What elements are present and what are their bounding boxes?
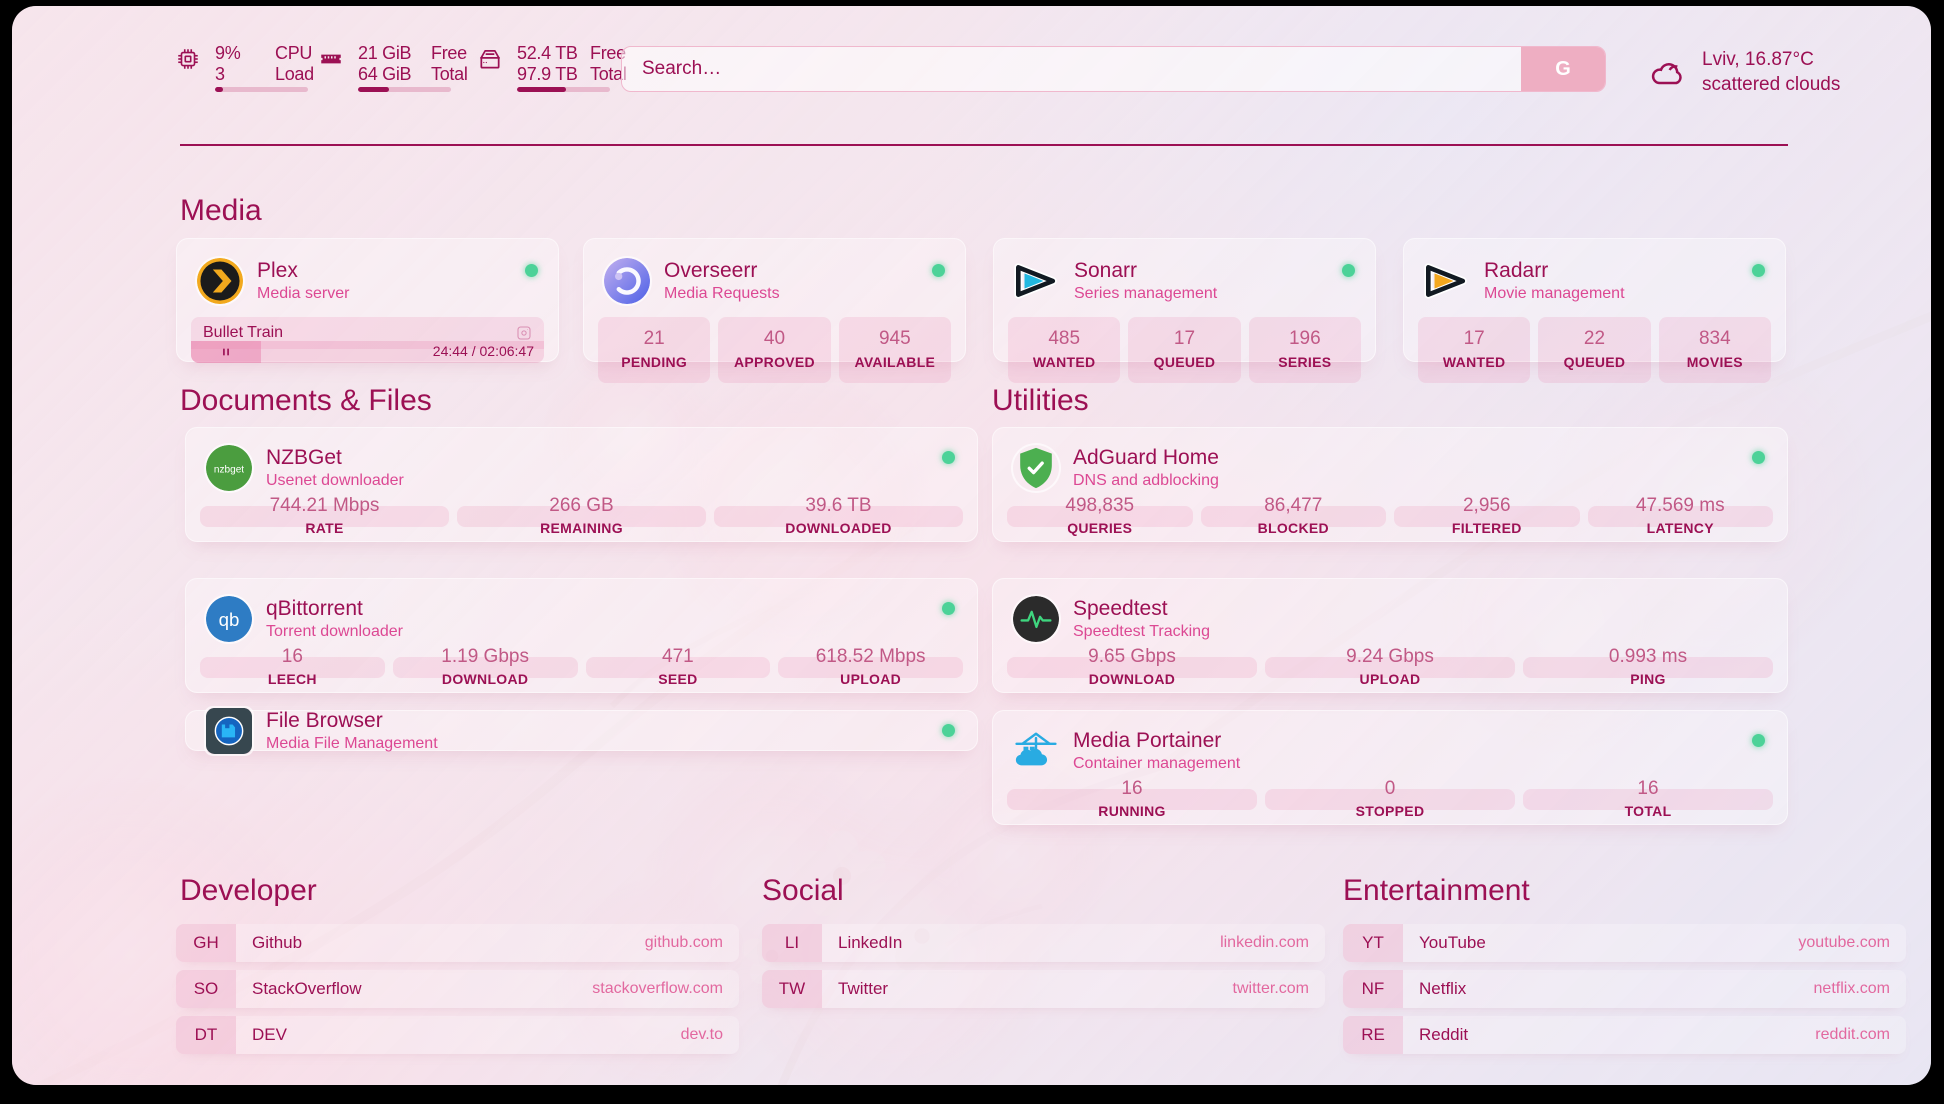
svg-text:qb: qb bbox=[219, 609, 240, 630]
svg-text:nzbget: nzbget bbox=[214, 464, 244, 475]
